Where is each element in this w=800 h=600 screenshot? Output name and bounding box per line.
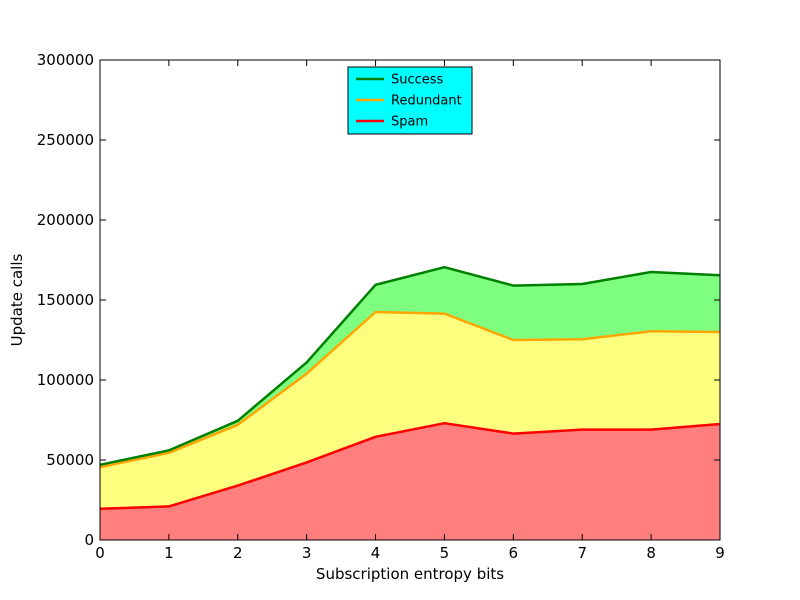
y-axis-ticks: 0 50000 100000 150000 200000 250000 300000: [37, 51, 720, 549]
legend-label-spam: Spam: [391, 115, 428, 130]
x-tick-label: 5: [440, 544, 450, 562]
y-axis-label: Update calls: [8, 253, 26, 346]
spam-area: [100, 423, 720, 540]
x-tick-label: 4: [371, 544, 381, 562]
legend: Success Redundant Spam: [347, 66, 473, 135]
spam-line: [99, 421, 721, 511]
success-line: [99, 265, 721, 467]
x-axis-label: Subscription entropy bits: [316, 565, 504, 583]
x-tick-label: 1: [164, 544, 174, 562]
success-area: [100, 267, 720, 468]
y-tick-label: 200000: [37, 211, 94, 229]
y-tick-label: 150000: [37, 291, 94, 309]
redundant-area: [100, 312, 720, 509]
legend-label-success: Success: [391, 73, 444, 88]
y-tick-label: 100000: [37, 371, 94, 389]
x-tick-label: 0: [95, 544, 105, 562]
x-axis-ticks: 0 1 2 3 4 5 6 7 8 9: [95, 60, 725, 562]
x-tick-label: 6: [509, 544, 519, 562]
y-tick-label: 0: [84, 531, 94, 549]
series-lines: [99, 265, 721, 511]
x-tick-label: 7: [577, 544, 587, 562]
y-tick-label: 300000: [37, 51, 94, 69]
redundant-line: [99, 310, 721, 469]
x-tick-label: 3: [302, 544, 312, 562]
legend-label-redundant: Redundant: [391, 94, 462, 109]
y-tick-label: 250000: [37, 131, 94, 149]
stacked-areas: [100, 267, 720, 540]
y-tick-label: 50000: [46, 451, 94, 469]
x-tick-label: 2: [233, 544, 243, 562]
x-tick-label: 8: [646, 544, 656, 562]
x-tick-label: 9: [715, 544, 725, 562]
